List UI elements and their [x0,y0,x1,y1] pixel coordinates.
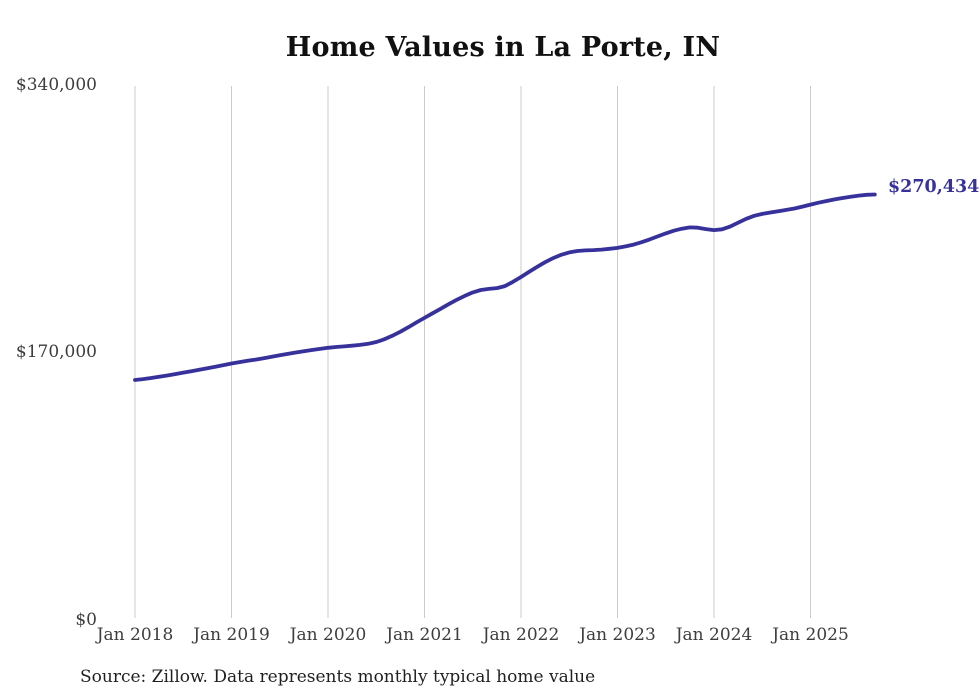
value-line [133,192,877,382]
x-axis-label-jan-2018: Jan 2018 [96,625,174,645]
y-axis-label-170000: $170,000 [15,342,97,362]
source-note: Source: Zillow. Data represents monthly … [80,667,596,687]
chart-title: Home Values in La Porte, IN [285,32,721,63]
x-axis-label-jan-2021: Jan 2021 [386,625,463,645]
y-axis-label-0: $0 [75,610,97,630]
gridlines [134,86,811,618]
x-axis-label-jan-2019: Jan 2019 [193,625,270,645]
x-axis-label-jan-2025: Jan 2025 [772,625,849,645]
current-value-label: $270,434 [888,177,980,197]
x-axis-label-jan-2024: Jan 2024 [675,625,753,645]
x-axis-label-jan-2022: Jan 2022 [482,625,560,645]
x-axis-label-jan-2023: Jan 2023 [579,625,656,645]
x-axis-label-jan-2020: Jan 2020 [289,625,367,645]
y-axis-label-340000: $340,000 [15,75,97,95]
